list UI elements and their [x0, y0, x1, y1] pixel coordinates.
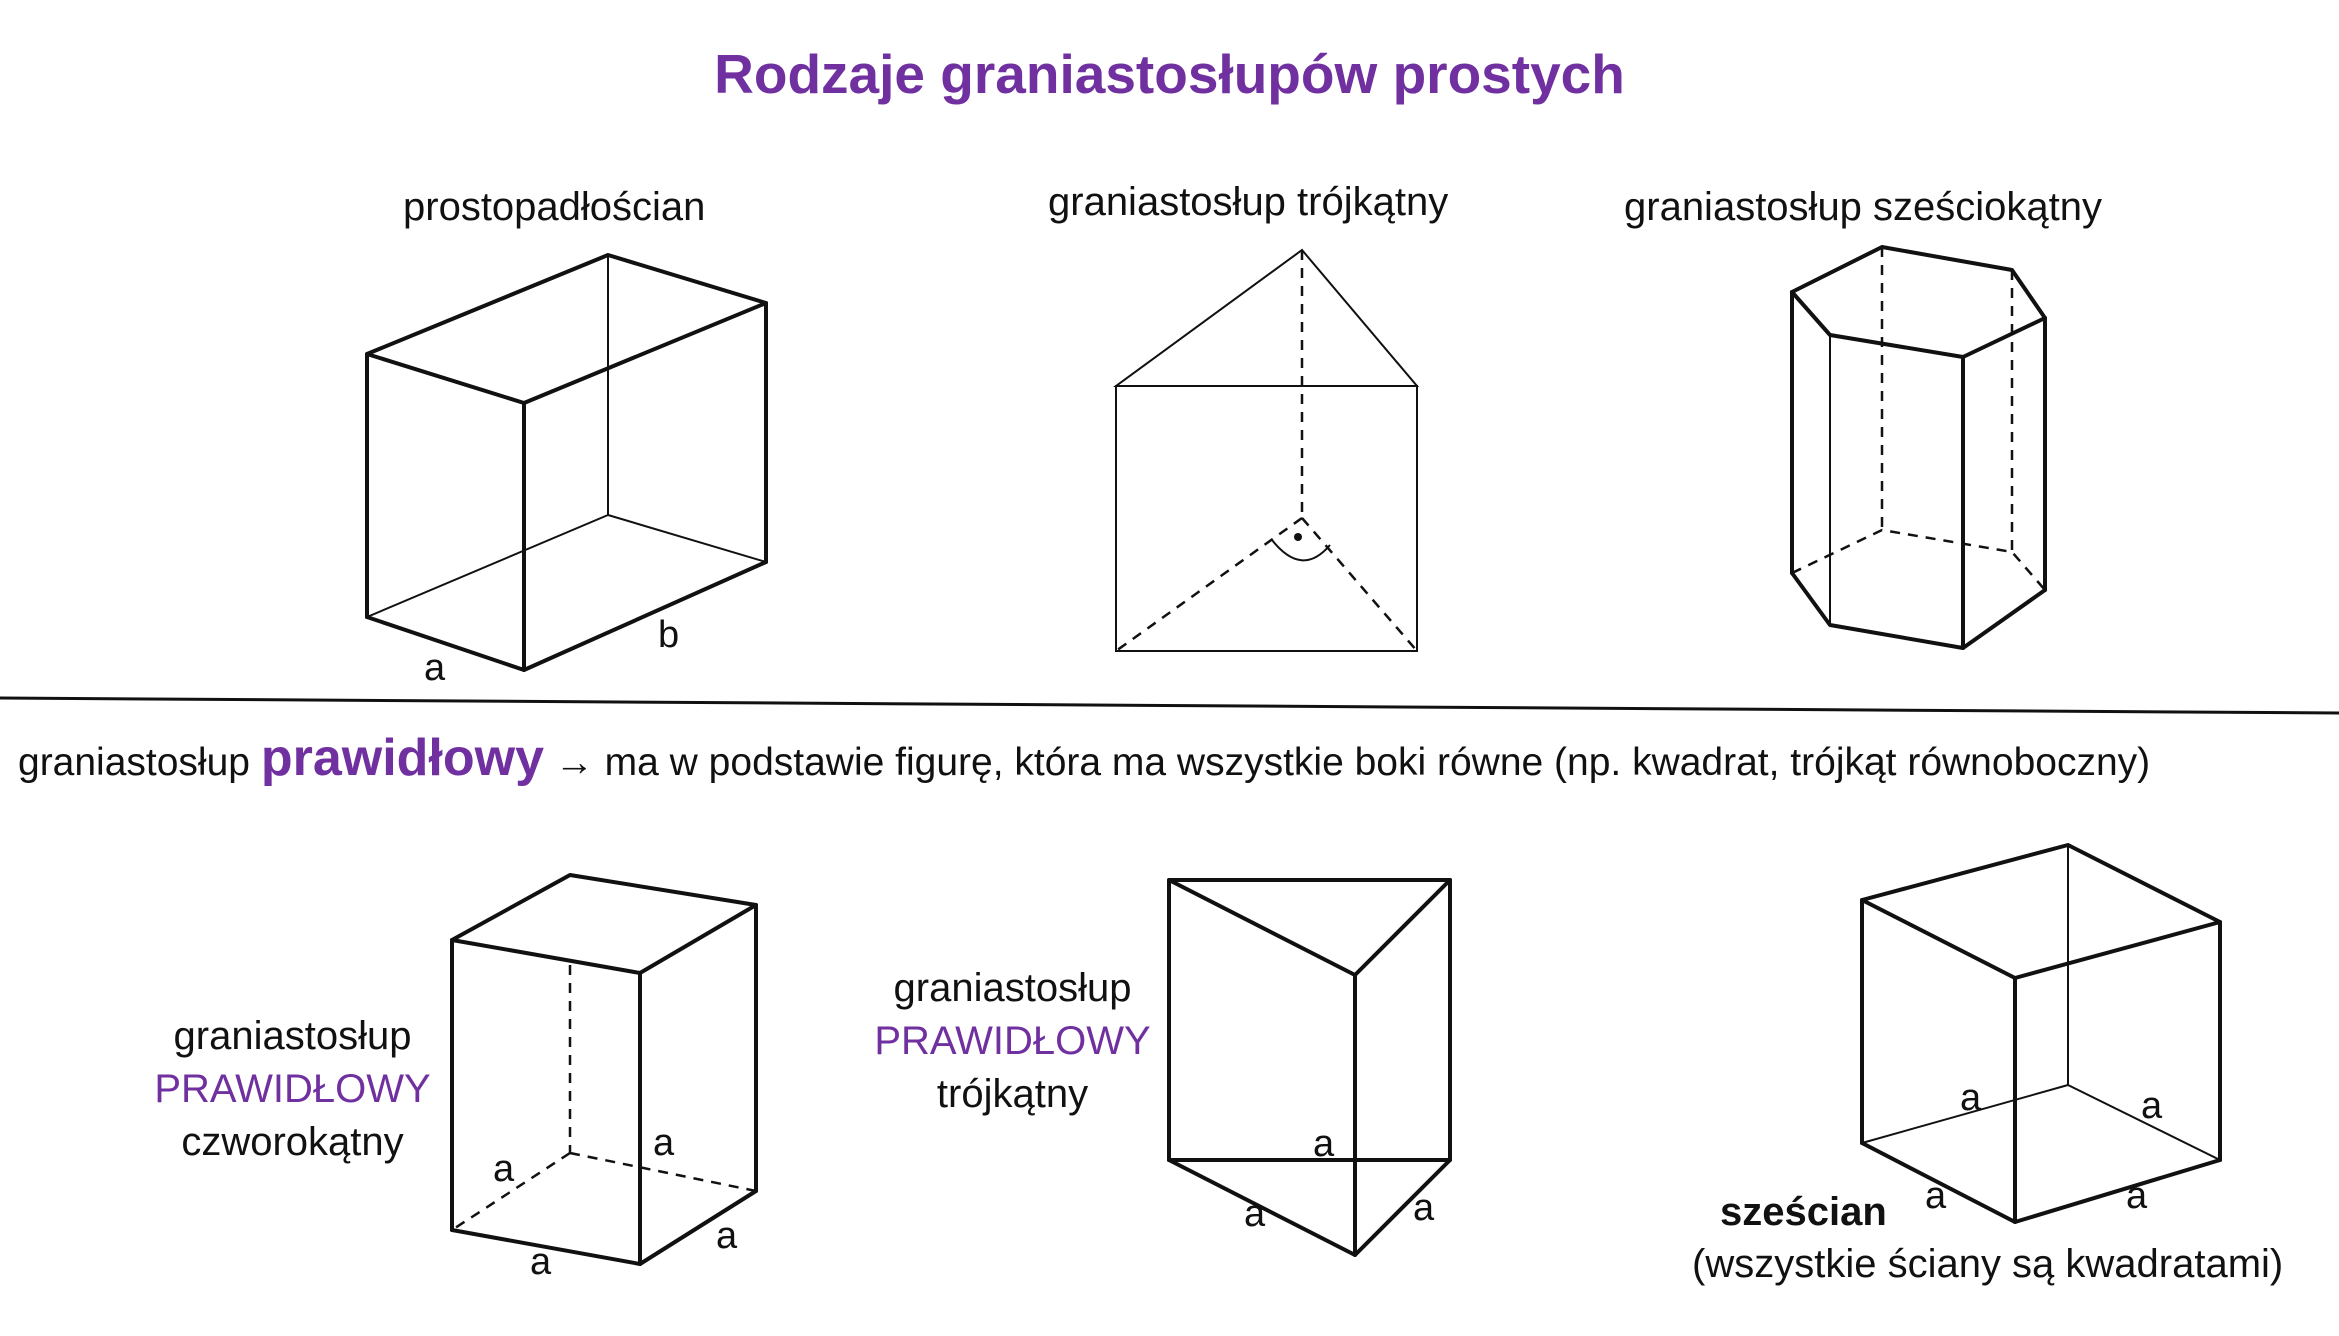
page-title: Rodzaje graniastosłupów prostych — [714, 43, 1625, 105]
cube-figure: a a a a — [1860, 843, 2222, 1224]
regular-triangular-prism-figure: a a a — [1167, 878, 1452, 1257]
regular-triangular-edge-label-2: a — [1244, 1193, 1266, 1235]
cube-hidden-base-right-edge — [2067, 1084, 2221, 1161]
cube-top-face — [1860, 843, 2222, 980]
right-angle-dot — [1294, 533, 1302, 541]
triangular-prism-figure — [1112, 248, 1420, 653]
cube-edge-label-4: a — [2126, 1175, 2148, 1217]
definition-prefix: graniastosłup — [18, 741, 250, 784]
cube-edge-label-3: a — [1925, 1175, 1947, 1217]
cuboid-hidden-back-edge — [607, 514, 767, 563]
cube-hidden-base-left-edge — [1861, 1084, 2069, 1144]
square-prism-edge-label-3: a — [530, 1241, 552, 1283]
triangular-hidden-base-right-edge — [1301, 517, 1418, 652]
regular-triangular-label-line3: trójkątny — [936, 1072, 1089, 1116]
regular-triangular-top-face — [1167, 878, 1452, 977]
cuboid-figure: a b — [365, 253, 768, 689]
right-angle-arc — [1271, 539, 1331, 562]
square-prism-label-line3: czworokątny — [181, 1120, 404, 1164]
cuboid-label: prostopadłościan — [403, 185, 706, 229]
square-prism-hidden-base-left-edge — [451, 1151, 571, 1232]
regular-triangular-edge-label-3: a — [1413, 1187, 1435, 1229]
cube-note: (wszystkie ściany są kwadratami) — [1692, 1242, 2284, 1286]
cuboid-edge-b-label: b — [658, 614, 679, 656]
definition-rest: ma w podstawie figurę, która ma wszystki… — [604, 741, 2151, 784]
hex-base-front-edges — [1790, 571, 2047, 650]
cuboid-edge-a-label: a — [424, 647, 446, 689]
square-prism-top-face — [450, 873, 758, 975]
arrow-icon: → — [554, 741, 594, 784]
square-prism-base-front-edges — [450, 1189, 758, 1266]
cuboid-base-front-edges — [365, 560, 768, 672]
cube-edge-label-2: a — [2141, 1085, 2163, 1127]
square-prism-figure: a a a a — [450, 873, 758, 1283]
triangular-top-face — [1112, 248, 1420, 387]
triangular-hidden-base-left-edge — [1115, 516, 1303, 653]
cube-name: sześcian — [1720, 1190, 1887, 1234]
square-prism-edge-label-1: a — [493, 1148, 515, 1190]
cuboid-hidden-base-edge — [366, 514, 609, 618]
square-prism-hidden-base-right-edge — [569, 1151, 757, 1193]
section-divider — [0, 696, 2339, 715]
cuboid-top-face — [365, 253, 768, 405]
regular-triangular-base-face — [1167, 1158, 1452, 1257]
square-prism-edge-label-2: a — [653, 1122, 675, 1164]
cube-edge-label-1: a — [1960, 1077, 1982, 1119]
square-prism-edge-label-4: a — [716, 1215, 738, 1257]
square-prism-label-line1: graniastosłup — [173, 1014, 412, 1058]
hex-hidden-base-edges — [1791, 528, 2046, 591]
definition-sentence: graniastosłup prawidłowy → ma w podstawi… — [18, 728, 2150, 788]
hexagonal-prism-label: graniastosłup sześciokątny — [1624, 185, 2103, 229]
triangular-front-face — [1115, 385, 1418, 652]
regular-triangular-prism-label: graniastosłup PRAWIDŁOWY trójkątny — [870, 962, 1155, 1121]
cube-base-front-edges — [1860, 1141, 2222, 1224]
hexagonal-prism-figure — [1790, 245, 2047, 650]
regular-triangular-label-line1: graniastosłup — [893, 966, 1132, 1010]
triangular-prism-label: graniastosłup trójkątny — [1048, 180, 1449, 224]
definition-keyword: prawidłowy — [260, 729, 544, 787]
regular-triangular-edge-label-1: a — [1313, 1123, 1335, 1165]
square-prism-label: graniastosłup PRAWIDŁOWY czworokątny — [150, 1010, 435, 1169]
regular-triangular-label-line2: PRAWIDŁOWY — [874, 1019, 1151, 1063]
square-prism-label-line2: PRAWIDŁOWY — [154, 1067, 431, 1111]
